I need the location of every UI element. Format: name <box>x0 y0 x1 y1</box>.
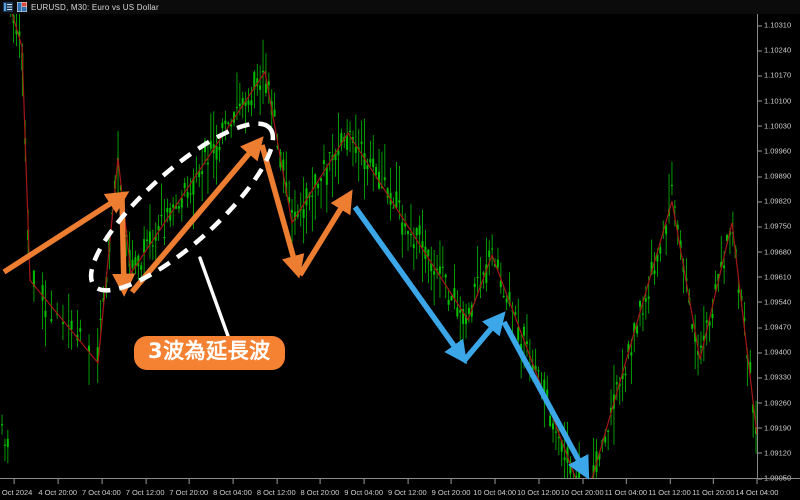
price-tick: 1.09470 <box>758 323 791 332</box>
price-tick: 1.10310 <box>758 21 791 30</box>
price-tick: 1.09890 <box>758 172 791 181</box>
time-tick: 10 Oct 04:00 <box>473 479 517 497</box>
price-tick: 1.09960 <box>758 146 791 155</box>
time-tick: 11 Oct 20:00 <box>692 479 735 497</box>
time-tick: 7 Oct 12:00 <box>125 479 165 497</box>
time-tick: 7 Oct 04:00 <box>82 479 121 497</box>
time-tick: 10 Oct 12:00 <box>516 479 560 497</box>
time-tick: 9 Oct 04:00 <box>344 479 384 497</box>
price-tick: 1.09680 <box>758 247 791 256</box>
time-tick: 10 Oct 20:00 <box>560 479 604 497</box>
time-tick: 9 Oct 20:00 <box>431 479 471 497</box>
time-tick: 8 Oct 12:00 <box>256 479 296 497</box>
annotation-badge-label: 3波為延長波 <box>148 339 271 363</box>
price-series-svg <box>0 0 757 478</box>
price-tick: 1.09610 <box>758 272 791 281</box>
price-tick: 1.09540 <box>758 297 791 306</box>
price-tick: 1.09400 <box>758 348 791 357</box>
chart-title: EURUSD, M30: Euro vs US Dollar <box>31 2 159 12</box>
price-tick: 1.10240 <box>758 46 791 55</box>
time-tick: 9 Oct 12:00 <box>387 479 427 497</box>
time-tick: 4 Oct 2024 <box>0 479 32 497</box>
price-axis[interactable]: 1.103801.103101.102401.101701.101001.100… <box>757 0 800 483</box>
menu-icon[interactable] <box>3 2 13 12</box>
chart-plot-area[interactable] <box>0 0 757 478</box>
time-tick: 14 Oct 04:00 <box>735 479 779 497</box>
price-tick: 1.10100 <box>758 96 791 105</box>
price-tick: 1.09260 <box>758 398 791 407</box>
price-tick: 1.10030 <box>758 121 791 130</box>
time-axis[interactable]: 4 Oct 2024 4 Oct 20:007 Oct 04:007 Oct 12… <box>0 478 800 500</box>
annotation-badge[interactable]: 3波為延長波 <box>134 336 285 370</box>
price-tick: 1.09330 <box>758 373 791 382</box>
chart-window-icon[interactable] <box>17 2 27 12</box>
price-tick: 1.09190 <box>758 423 791 432</box>
zigzag-indicator <box>7 0 757 478</box>
price-tick: 1.09120 <box>758 448 791 457</box>
time-tick: 7 Oct 20:00 <box>169 479 209 497</box>
price-tick: 1.10170 <box>758 71 791 80</box>
time-tick: 8 Oct 20:00 <box>300 479 340 497</box>
time-tick: 8 Oct 04:00 <box>213 479 252 497</box>
time-tick: 11 Oct 04:00 <box>604 479 648 497</box>
price-tick: 1.09820 <box>758 197 791 206</box>
time-tick: 11 Oct 12:00 <box>648 479 691 497</box>
price-tick: 1.09750 <box>758 222 791 231</box>
window-titlebar: EURUSD, M30: Euro vs US Dollar <box>0 0 800 14</box>
time-tick: 4 Oct 20:00 <box>38 479 78 497</box>
